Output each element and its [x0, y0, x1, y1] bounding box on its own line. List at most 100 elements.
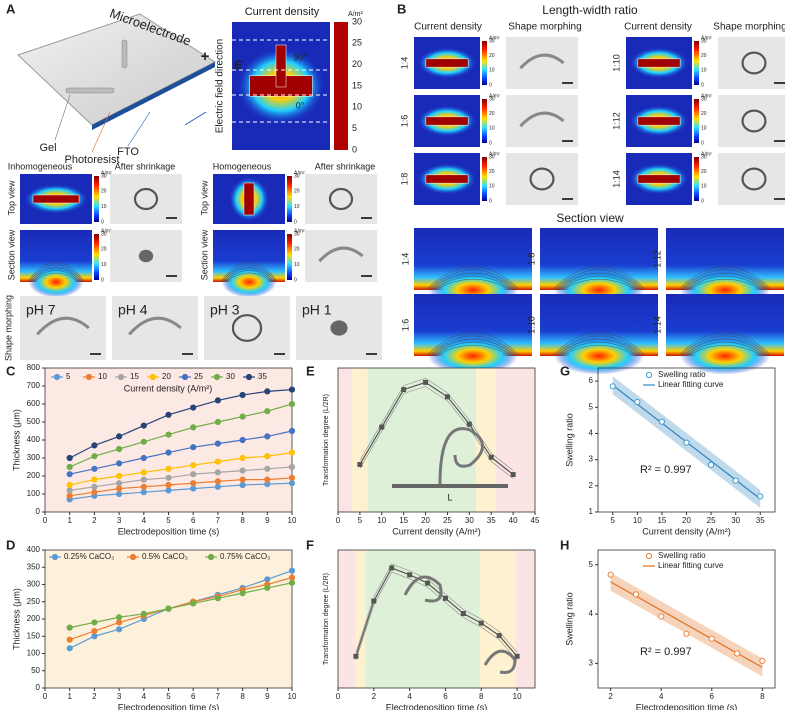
- colorbar: [334, 22, 348, 150]
- label: 1:10: [611, 54, 621, 72]
- label: Photoresist: [64, 154, 119, 166]
- label: Current density: [414, 22, 482, 33]
- y-tick-label: 350: [27, 562, 41, 571]
- data-point: [371, 598, 377, 604]
- background-band: [479, 550, 516, 688]
- section-glow: [554, 337, 644, 375]
- y-tick-label: 400: [27, 435, 41, 444]
- series-line: [69, 452, 293, 486]
- panel-letter: A: [6, 1, 16, 16]
- x-tick-label: 8: [479, 692, 484, 701]
- colorbar-tick-label: 30: [101, 173, 107, 179]
- gel-shape: [519, 111, 565, 128]
- x-tick-label: 10: [633, 516, 642, 525]
- colorbar-tick-label: 30: [489, 96, 495, 102]
- background-band: [338, 550, 356, 688]
- y-tick-label: 300: [27, 453, 41, 462]
- x-tick-label: 0: [336, 516, 341, 525]
- label: 1:12: [611, 112, 621, 130]
- label: After shrinkage: [115, 161, 176, 171]
- field-line: [551, 332, 647, 357]
- legend-label: Linear fitting curve: [658, 561, 724, 570]
- colorbar: [287, 234, 292, 280]
- colorbar-tick-label: 20: [701, 53, 707, 59]
- panel-letter: H: [560, 537, 569, 552]
- data-point: [165, 411, 172, 418]
- label: 90°: [293, 52, 307, 62]
- plot-frame: [337, 549, 536, 689]
- electrode: [243, 182, 255, 216]
- x-tick-label: 20: [421, 516, 430, 525]
- x-tick-label: 8: [240, 692, 245, 701]
- x-axis-label: Electrodeposition time (s): [636, 702, 738, 710]
- data-point: [116, 619, 123, 626]
- data-point: [632, 591, 640, 598]
- gel-shape: [138, 249, 154, 263]
- colorbar-tick-label: 30: [101, 231, 107, 237]
- colorbar-tick-label: 0: [294, 277, 297, 283]
- photo: [110, 174, 182, 224]
- x-tick-label: 35: [756, 516, 765, 525]
- y-tick-label: 0: [36, 683, 41, 692]
- data-point: [214, 483, 221, 490]
- legend-marker: [85, 373, 93, 381]
- data-point: [444, 394, 450, 400]
- field-line: [31, 270, 81, 283]
- background-band: [367, 368, 476, 512]
- data-point: [264, 576, 271, 583]
- legend-marker: [207, 553, 215, 561]
- data-point: [634, 398, 641, 406]
- gel-shape: [328, 187, 354, 211]
- photo: [20, 296, 106, 360]
- x-tick-label: 3: [117, 692, 122, 701]
- data-point: [116, 490, 123, 498]
- colorbar-tick-label: 30: [701, 38, 707, 44]
- legend-marker: [53, 373, 61, 381]
- colorbar-tick-label: 10: [489, 184, 495, 190]
- colorbar-tick-label: 0: [489, 198, 492, 204]
- photo: [305, 230, 377, 282]
- data-point: [288, 567, 296, 574]
- colorbar: [94, 234, 99, 280]
- legend-label: 35: [258, 372, 267, 381]
- colorbar-tick-label: 0: [101, 219, 104, 225]
- data-point: [683, 439, 690, 446]
- data-point: [488, 454, 494, 460]
- fto-edge: [92, 62, 215, 130]
- colorbar-tick-label: 0: [101, 277, 104, 283]
- data-point: [66, 454, 73, 462]
- label: pH 4: [118, 302, 148, 318]
- x-tick-label: 8: [760, 692, 765, 701]
- legend-marker: [181, 373, 189, 381]
- colorbar-tick-label: 10: [101, 262, 107, 268]
- y-tick-label: 5: [589, 560, 594, 569]
- y-tick-label: 150: [27, 631, 41, 640]
- colorbar-tick-label: 20: [701, 111, 707, 117]
- colorbar-unit: A/m²: [701, 35, 712, 41]
- pointer: [54, 94, 71, 141]
- y-tick-label: 600: [27, 399, 41, 408]
- y-tick-label: 50: [31, 666, 40, 675]
- label: 1:12: [652, 250, 662, 268]
- field-line: [561, 344, 637, 357]
- colorbar-unit: A/m²: [489, 35, 500, 41]
- panel-letter: E: [306, 363, 315, 378]
- gel-strip: [65, 87, 115, 94]
- envelope-line: [359, 378, 514, 471]
- gel-shape: [231, 314, 263, 342]
- label: Shape morphing: [508, 22, 581, 33]
- colorbar-unit: A/m²: [489, 93, 500, 99]
- data-point: [239, 436, 246, 444]
- label: Length-width ratio: [542, 3, 638, 17]
- data-point: [165, 431, 172, 438]
- field-line: [680, 269, 770, 291]
- x-tick-label: 40: [509, 516, 518, 525]
- colorbar: [287, 176, 292, 222]
- legend-marker: [645, 552, 653, 560]
- data-point: [496, 633, 502, 639]
- data-point: [190, 600, 197, 607]
- field-line: [428, 335, 518, 357]
- data-point: [140, 610, 147, 617]
- data-point: [389, 565, 395, 571]
- x-tick-label: 10: [288, 516, 297, 525]
